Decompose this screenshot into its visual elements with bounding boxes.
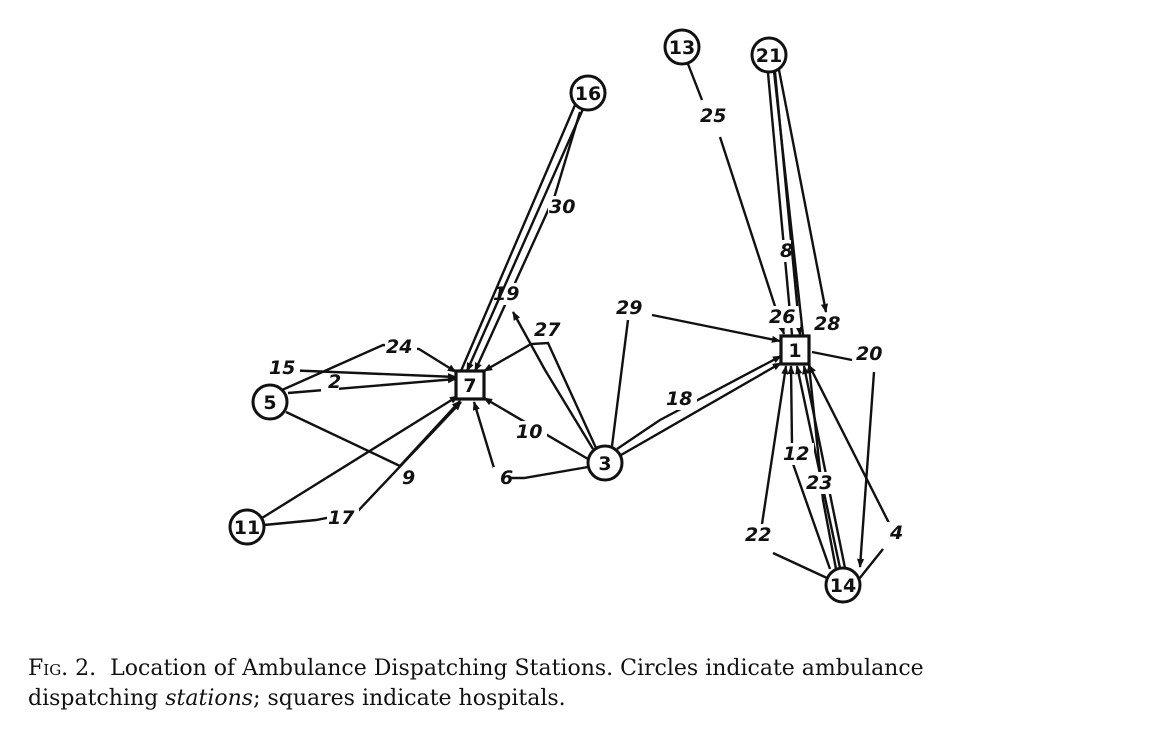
edge-line-14a: [802, 365, 847, 569]
edge-label-27: 27: [534, 319, 561, 341]
caption-line2-c: ; squares indicate hospitals.: [253, 686, 566, 711]
edge-label-bg: [321, 371, 339, 393]
hospital-node-1: [779, 334, 811, 366]
edge-line-12-b: [787, 365, 795, 447]
edge-line-19: [511, 311, 595, 450]
hospital-node-7: [454, 369, 486, 401]
station-node-14: [824, 566, 862, 604]
station-node-11: [228, 508, 266, 546]
edge-line-25-b: [718, 136, 786, 335]
edge-line-29-c: [651, 313, 781, 343]
edge-line-18: [620, 361, 782, 457]
edge-label-29: 29: [616, 297, 642, 319]
node-label-13: 13: [669, 37, 695, 59]
edge-line-16c: [473, 111, 582, 372]
station-node-21: [750, 36, 788, 74]
edge-label-bg: [699, 105, 731, 127]
node-label-5: 5: [263, 392, 276, 414]
station-node-5: [251, 383, 289, 421]
edge-label-12: 12: [783, 443, 809, 465]
edge-label-24: 24: [386, 336, 412, 358]
edge-line-28-b: [777, 69, 828, 313]
edge-label-15: 15: [269, 357, 295, 379]
edge-label-2: 2: [328, 371, 341, 393]
edge-label-4: 4: [889, 522, 903, 544]
edge-line-28: [772, 70, 805, 336]
node-label-21: 21: [756, 45, 782, 67]
edge-line-29: [610, 319, 630, 447]
edge-line-20: [811, 350, 853, 362]
edge-line-30: [459, 104, 577, 372]
edge-line-11b: [261, 394, 459, 520]
edge-line-22-b: [760, 365, 789, 525]
edge-label-bg: [327, 507, 359, 529]
edge-line-12: [790, 460, 832, 570]
edge-label-9: 9: [402, 467, 415, 489]
edge-label-28: 28: [814, 313, 840, 335]
node-label-1: 1: [788, 340, 801, 362]
edge-line-30-b: [465, 108, 585, 372]
caption-line2-a: dispatching: [28, 686, 159, 711]
station-node-3: [586, 444, 624, 482]
edge-label-bg: [395, 467, 413, 489]
node-label-11: 11: [234, 517, 260, 539]
edge-label-bg: [768, 306, 800, 328]
edge-label-bg: [805, 472, 837, 494]
edge-line-15: [283, 368, 457, 381]
node-label-14: 14: [830, 575, 856, 597]
caption-figure-number: Fig. 2.: [28, 656, 97, 681]
edge-label-bg: [744, 524, 776, 546]
edge-label-bg: [615, 297, 647, 319]
edge-line-4: [858, 548, 884, 580]
edge-label-20: 20: [856, 343, 882, 365]
edge-label-22: 22: [745, 524, 771, 546]
edge-line-23: [806, 364, 838, 570]
edge-label-6: 6: [500, 467, 513, 489]
edge-line-20-b: [856, 371, 876, 568]
edge-label-bg: [385, 336, 417, 358]
edge-label-bg: [268, 357, 300, 379]
edge-label-bg: [548, 196, 580, 218]
edge-line-8: [766, 72, 794, 336]
node-label-7: 7: [463, 375, 476, 397]
edge-label-bg: [515, 421, 547, 443]
edge-label-8: 8: [780, 240, 793, 262]
edge-label-bg: [773, 240, 791, 262]
caption-main-text: Location of Ambulance Dispatching Statio…: [110, 656, 924, 681]
edge-label-10: 10: [516, 421, 542, 443]
edge-line-17: [263, 401, 462, 527]
edge-line-4-b: [807, 364, 892, 526]
station-node-13: [663, 28, 701, 66]
edge-line-22: [772, 551, 828, 580]
node-label-16: 16: [575, 83, 601, 105]
edge-label-bg: [813, 313, 845, 335]
edge-label-25: 25: [700, 105, 726, 127]
edge-label-bg: [883, 522, 901, 544]
edge-label-17: 17: [328, 507, 355, 529]
edge-line-18b: [616, 354, 782, 450]
edge-line-27: [483, 341, 598, 449]
edge-label-23: 23: [806, 472, 832, 494]
edge-label-bg: [665, 388, 697, 410]
edge-label-bg: [855, 343, 887, 365]
edge-label-bg: [492, 283, 524, 305]
edge-label-26: 26: [769, 306, 795, 328]
node-label-3: 3: [598, 453, 611, 475]
edge-label-30: 30: [549, 196, 575, 218]
edge-label-18: 18: [666, 388, 692, 410]
edge-label-bg: [782, 443, 814, 465]
edge-label-bg: [493, 467, 511, 489]
figure-caption: Fig. 2. Location of Ambulance Dispatchin…: [28, 654, 1108, 714]
edge-line-24: [281, 343, 457, 392]
edge-line-2: [287, 376, 457, 395]
station-node-16: [569, 74, 607, 112]
edge-line-25: [686, 63, 704, 101]
edge-label-bg: [533, 319, 565, 341]
caption-line2-b: stations: [165, 686, 254, 711]
